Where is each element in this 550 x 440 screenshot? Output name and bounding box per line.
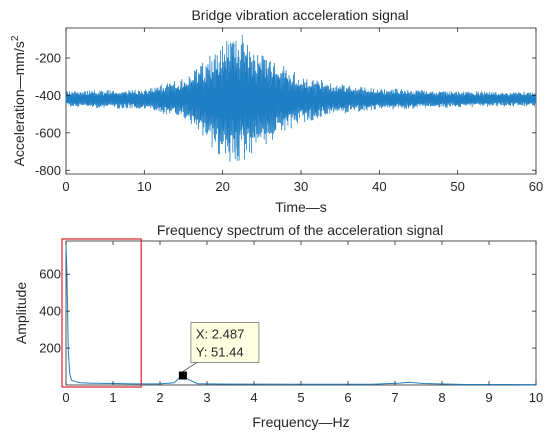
y-axis-label: Acceleration—mm/s2 (10, 35, 27, 166)
y-axis-label: Amplitude (13, 282, 29, 344)
x-tick-label: 10 (529, 390, 543, 405)
x-tick-label: 8 (438, 390, 445, 405)
datatip-y-label: Y: 51.44 (196, 345, 244, 360)
x-tick-label: 9 (485, 390, 492, 405)
y-axis-ticks: -800 -600 -400 -200 (35, 50, 536, 178)
y-tick-label: -800 (35, 163, 61, 178)
x-tick-label: 0 (62, 179, 69, 194)
datatip-stem (182, 362, 198, 372)
y-tick-label: -600 (35, 125, 61, 140)
x-tick-label: 0 (62, 390, 69, 405)
x-tick-label: 50 (450, 179, 464, 194)
datatip-marker[interactable] (178, 371, 187, 380)
x-tick-label: 2 (156, 390, 163, 405)
series-line (65, 34, 537, 162)
series-line (65, 244, 537, 386)
y-tick-label: 600 (39, 267, 61, 282)
x-axis-label: Frequency—Hz (252, 414, 349, 430)
y-tick-label: 200 (39, 341, 61, 356)
chart-title: Bridge vibration acceleration signal (191, 7, 408, 23)
x-tick-label: 3 (203, 390, 210, 405)
y-axis-label-superscript: 2 (10, 35, 21, 41)
x-tick-label: 7 (391, 390, 398, 405)
datatip[interactable]: X: 2.487 Y: 51.44 (178, 322, 260, 380)
x-axis-ticks: 0 10 20 30 40 50 60 (62, 28, 543, 194)
x-axis-label: Time—s (275, 199, 327, 215)
y-tick-label: -400 (35, 88, 61, 103)
y-tick-label: 400 (39, 304, 61, 319)
datatip-box (190, 322, 260, 363)
spectrum-line (65, 244, 537, 386)
highlight-box (61, 238, 142, 388)
chart-title: Frequency spectrum of the acceleration s… (157, 222, 443, 238)
x-tick-label: 4 (250, 390, 257, 405)
x-tick-label: 40 (372, 179, 386, 194)
x-tick-label: 5 (297, 390, 304, 405)
x-axis-ticks: 0 1 2 3 4 5 6 7 8 9 10 (62, 241, 543, 405)
x-tick-label: 6 (344, 390, 351, 405)
plot-area (65, 240, 537, 386)
y-tick-label: -200 (35, 50, 61, 65)
chart-frequency-spectrum: Frequency spectrum of the acceleration s… (13, 222, 543, 430)
x-tick-label: 20 (215, 179, 229, 194)
x-tick-label: 10 (137, 179, 151, 194)
signal-line (65, 34, 537, 162)
chart-time-domain: Bridge vibration acceleration signal 0 10… (10, 7, 543, 215)
y-axis-ticks: 200 400 600 (39, 267, 536, 356)
x-tick-label: 60 (529, 179, 543, 194)
x-tick-label: 30 (294, 179, 308, 194)
x-tick-label: 1 (109, 390, 116, 405)
datatip-x-label: X: 2.487 (196, 327, 244, 342)
